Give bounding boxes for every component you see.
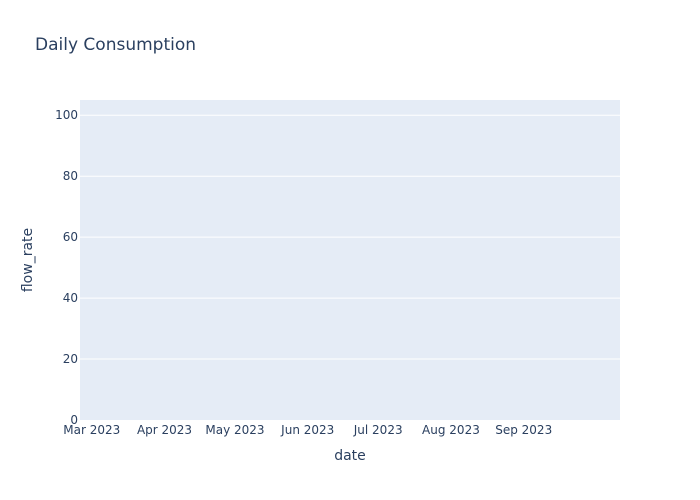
y-tick-label: 40 <box>63 291 78 305</box>
grid-layer <box>80 114 620 360</box>
y-tick-label: 20 <box>63 352 78 366</box>
x-tick-label: Aug 2023 <box>422 423 480 437</box>
y-tick-label: 100 <box>55 108 78 122</box>
x-tick-label: May 2023 <box>205 423 264 437</box>
x-tick-label: Mar 2023 <box>63 423 120 437</box>
x-axis-ticks: Mar 2023 Apr 2023 May 2023 Jun 2023 Jul 2023… <box>63 423 552 437</box>
x-axis-title: date <box>334 448 366 464</box>
y-tick-label: 60 <box>63 230 78 244</box>
y-tick-label: 80 <box>63 169 78 183</box>
plot-area <box>80 100 620 420</box>
y-axis-title: flow_rate <box>20 228 36 292</box>
x-tick-label: Sep 2023 <box>495 423 552 437</box>
y-axis-ticks: 0 20 40 60 80 100 <box>55 108 78 427</box>
chart-title: Daily Consumption <box>35 35 196 55</box>
y-tick-label: 0 <box>70 413 78 427</box>
x-tick-label: Apr 2023 <box>137 423 192 437</box>
x-tick-label: Jun 2023 <box>280 423 334 437</box>
x-tick-label: Jul 2023 <box>353 423 403 437</box>
